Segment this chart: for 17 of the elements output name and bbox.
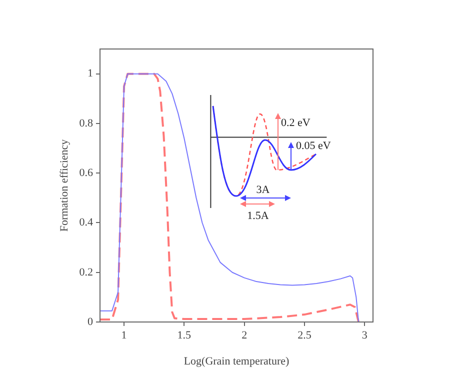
y-tick-label: 0 <box>88 316 94 328</box>
y-tick-label: 0.4 <box>79 216 94 229</box>
x-tick-label: 3 <box>362 329 368 342</box>
annotation: 1.5A <box>247 210 269 222</box>
annotation: 0.05 eV <box>296 140 331 152</box>
annotation: 3A <box>256 184 270 196</box>
y-tick-label: 0.8 <box>79 117 94 130</box>
x-tick-label: 1.5 <box>177 329 192 342</box>
x-tick-label: 2 <box>242 329 248 342</box>
y-tick-label: 1 <box>88 68 93 80</box>
y-axis-title: Formation efficiency <box>58 138 70 232</box>
y-tick-label: 0.6 <box>79 166 94 179</box>
annotation: 0.2 eV <box>281 117 310 129</box>
x-tick-label: 1 <box>121 329 127 342</box>
x-axis-title: Log(Grain temperature) <box>184 355 290 368</box>
y-tick-label: 0.2 <box>79 266 93 278</box>
x-tick-label: 2.5 <box>298 329 312 342</box>
